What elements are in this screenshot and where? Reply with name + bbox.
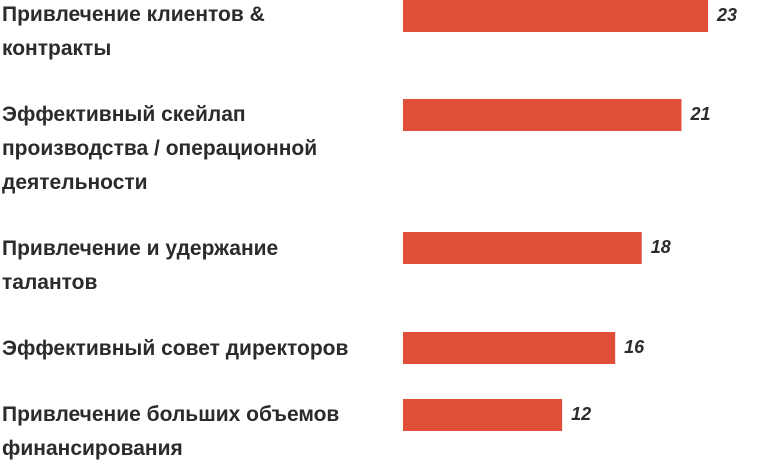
- value-label-2: 21: [689, 104, 710, 124]
- category-label-line: Привлечение и удержание: [2, 237, 278, 260]
- category-label-2: Эффективный скейлап производства / операц…: [2, 103, 317, 194]
- category-label-line: талантов: [2, 271, 98, 294]
- bar-1: [403, 0, 708, 32]
- value-label-1: 23: [716, 5, 737, 25]
- category-labels: Привлечение клиентов & контракты Эффективн…: [2, 3, 348, 460]
- bar-2: [403, 99, 682, 131]
- value-label-3: 18: [651, 237, 671, 257]
- value-labels: 23 21 18 16 12: [571, 5, 737, 424]
- category-label-line: финансирования: [2, 437, 183, 460]
- bars: [403, 0, 708, 431]
- bar-3: [403, 232, 642, 264]
- value-label-4: 16: [624, 337, 645, 357]
- bar-4: [403, 332, 616, 364]
- value-label-5: 12: [571, 404, 591, 424]
- category-label-3: Привлечение и удержание талантов: [2, 237, 278, 294]
- category-label-4: Эффективный совет директоров: [2, 337, 348, 360]
- bar-5: [403, 399, 563, 431]
- category-label-line: Привлечение клиентов &: [2, 3, 265, 26]
- category-label-line: Эффективный скейлап: [2, 103, 246, 126]
- category-label-line: деятельности: [2, 171, 148, 194]
- category-label-line: Эффективный совет директоров: [2, 337, 348, 360]
- category-label-5: Привлечение больших объемов финансировани…: [2, 403, 339, 460]
- category-label-line: контракты: [2, 37, 111, 60]
- category-label-line: производства / операционной: [2, 137, 317, 160]
- category-label-1: Привлечение клиентов & контракты: [2, 3, 265, 60]
- category-label-line: Привлечение больших объемов: [2, 403, 339, 426]
